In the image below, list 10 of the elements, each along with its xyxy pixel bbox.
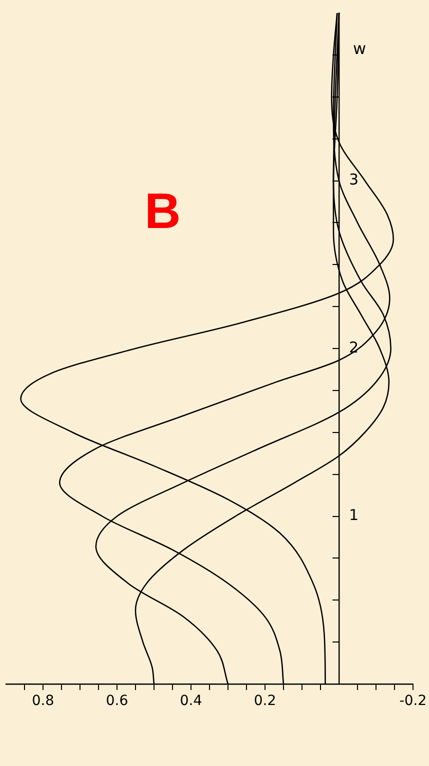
x-tick-label: 0.8 (32, 693, 54, 710)
x-tick-label: 0.6 (106, 693, 128, 710)
x-tick-label: -0.2 (399, 693, 427, 710)
y-axis-title: w (353, 39, 366, 58)
y-tick-label: 1 (349, 506, 359, 524)
y-tick-label: 2 (349, 338, 359, 356)
y-tick-label: 3 (349, 170, 359, 189)
annotation: B (144, 183, 181, 240)
x-tick-label: 0.2 (254, 693, 276, 710)
x-tick-label: 0.4 (180, 693, 202, 710)
